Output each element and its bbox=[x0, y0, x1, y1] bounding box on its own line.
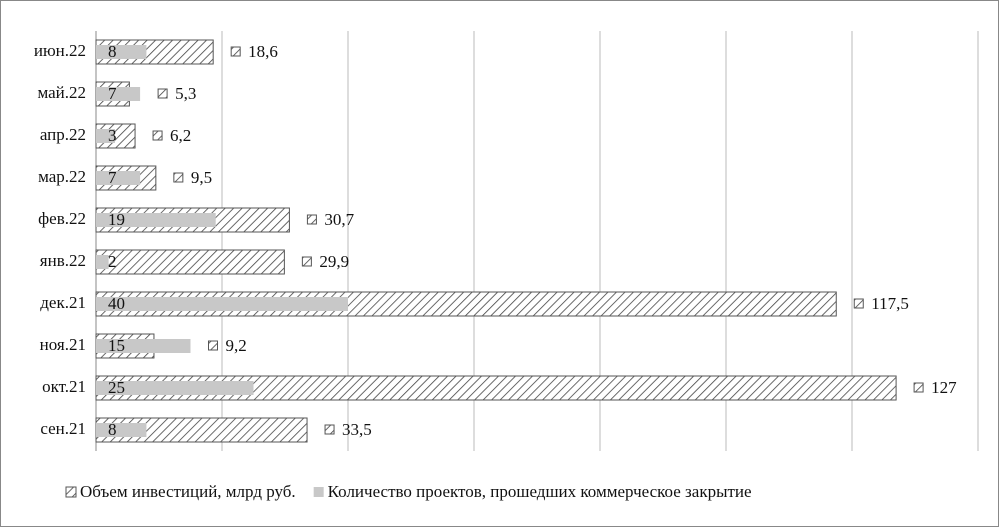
y-tick-label: апр.22 bbox=[40, 125, 86, 144]
projects-label: 25 bbox=[108, 378, 125, 397]
y-tick-label: окт.21 bbox=[42, 377, 86, 396]
legend-key bbox=[313, 487, 324, 497]
investment-label: 6,2 bbox=[170, 126, 191, 145]
projects-label: 3 bbox=[108, 126, 117, 145]
investment-bar bbox=[95, 375, 897, 401]
investment-label: 127 bbox=[931, 378, 957, 397]
projects-bar bbox=[96, 255, 109, 269]
projects-bar bbox=[96, 339, 191, 353]
investment-label: 9,5 bbox=[191, 168, 212, 187]
projects-label: 19 bbox=[108, 210, 125, 229]
label-key bbox=[853, 298, 864, 309]
projects-bar bbox=[96, 87, 141, 101]
projects-bar bbox=[96, 297, 348, 311]
y-tick-label: мар.22 bbox=[38, 167, 86, 186]
projects-label: 7 bbox=[108, 84, 117, 103]
projects-label: 40 bbox=[108, 294, 125, 313]
investment-label: 33,5 bbox=[342, 420, 372, 439]
label-key bbox=[324, 424, 335, 435]
label-key bbox=[306, 214, 317, 225]
projects-bar bbox=[96, 45, 147, 59]
y-tick-label: ноя.21 bbox=[40, 335, 86, 354]
label-key bbox=[173, 172, 184, 183]
label-key bbox=[230, 46, 241, 57]
y-tick-label: янв.22 bbox=[40, 251, 86, 270]
y-tick-label: дек.21 bbox=[40, 293, 86, 312]
projects-bar bbox=[96, 213, 216, 227]
investment-label: 117,5 bbox=[871, 294, 909, 313]
investment-bar bbox=[95, 249, 285, 275]
projects-bar bbox=[96, 171, 141, 185]
legend-key bbox=[65, 486, 77, 498]
label-key bbox=[913, 382, 924, 393]
projects-bar bbox=[96, 129, 115, 143]
y-tick-label: сен.21 bbox=[40, 419, 86, 438]
investment-label: 18,6 bbox=[248, 42, 278, 61]
y-tick-label: май.22 bbox=[37, 83, 86, 102]
projects-label: 7 bbox=[108, 168, 117, 187]
investment-label: 29,9 bbox=[319, 252, 349, 271]
projects-label: 2 bbox=[108, 252, 117, 271]
investment-label: 5,3 bbox=[175, 84, 196, 103]
projects-label: 15 bbox=[108, 336, 125, 355]
label-key bbox=[157, 88, 168, 99]
y-tick-label: июн.22 bbox=[34, 41, 86, 60]
investment-label: 30,7 bbox=[324, 210, 354, 229]
projects-label: 8 bbox=[108, 42, 117, 61]
label-key bbox=[208, 340, 218, 351]
label-key bbox=[301, 256, 312, 267]
projects-bar bbox=[96, 423, 147, 437]
legend-label: Количество проектов, прошедших коммерчес… bbox=[328, 482, 752, 501]
label-key bbox=[152, 130, 163, 141]
projects-bar bbox=[96, 381, 254, 395]
y-tick-label: фев.22 bbox=[38, 209, 86, 228]
projects-label: 8 bbox=[108, 420, 117, 439]
investment-label: 9,2 bbox=[226, 336, 247, 355]
legend-label: Объем инвестиций, млрд руб. bbox=[80, 482, 296, 501]
